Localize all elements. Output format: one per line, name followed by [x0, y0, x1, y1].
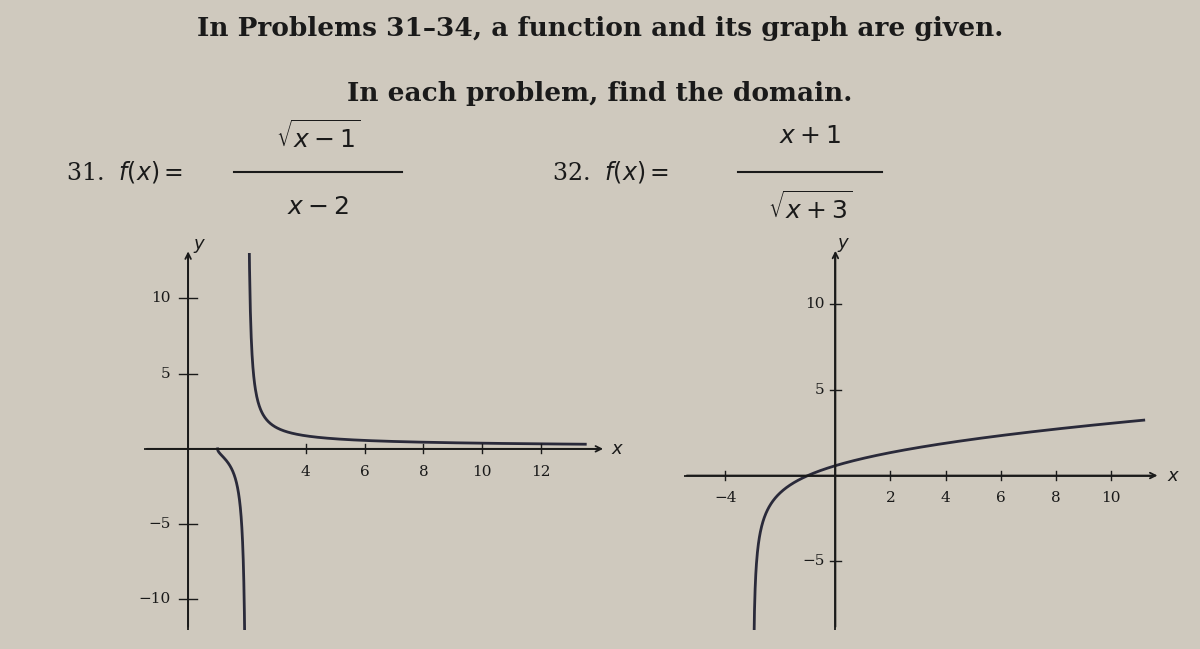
- Text: $y$: $y$: [838, 236, 851, 254]
- Text: 10: 10: [151, 291, 170, 305]
- Text: −5: −5: [802, 554, 824, 568]
- Text: −10: −10: [138, 593, 170, 606]
- Text: −5: −5: [148, 517, 170, 531]
- Text: $x$: $x$: [611, 440, 624, 458]
- Text: In Problems 31–34, a function and its graph are given.: In Problems 31–34, a function and its gr…: [197, 16, 1003, 42]
- Text: 2: 2: [886, 491, 895, 505]
- Text: $x$: $x$: [1168, 467, 1181, 485]
- Text: 5: 5: [161, 367, 170, 380]
- Text: $x + 1$: $x + 1$: [779, 125, 841, 148]
- Text: 5: 5: [815, 383, 824, 397]
- Text: −4: −4: [714, 491, 737, 505]
- Text: In each problem, find the domain.: In each problem, find the domain.: [347, 81, 853, 106]
- Text: 10: 10: [805, 297, 824, 312]
- Text: 31.  $f(x) =$: 31. $f(x) =$: [66, 159, 184, 185]
- Text: 10: 10: [473, 465, 492, 480]
- Text: 6: 6: [996, 491, 1006, 505]
- Text: 32.  $f(x) =$: 32. $f(x) =$: [552, 159, 670, 185]
- Text: 8: 8: [419, 465, 428, 480]
- Text: $y$: $y$: [193, 237, 206, 254]
- Text: $\sqrt{x - 1}$: $\sqrt{x - 1}$: [276, 120, 360, 153]
- Text: $x - 2$: $x - 2$: [287, 196, 349, 219]
- Text: $\sqrt{x + 3}$: $\sqrt{x + 3}$: [768, 191, 852, 224]
- Text: 12: 12: [532, 465, 551, 480]
- Text: 8: 8: [1051, 491, 1061, 505]
- Text: 10: 10: [1100, 491, 1121, 505]
- Text: 6: 6: [360, 465, 370, 480]
- Text: 4: 4: [941, 491, 950, 505]
- Text: 4: 4: [301, 465, 311, 480]
